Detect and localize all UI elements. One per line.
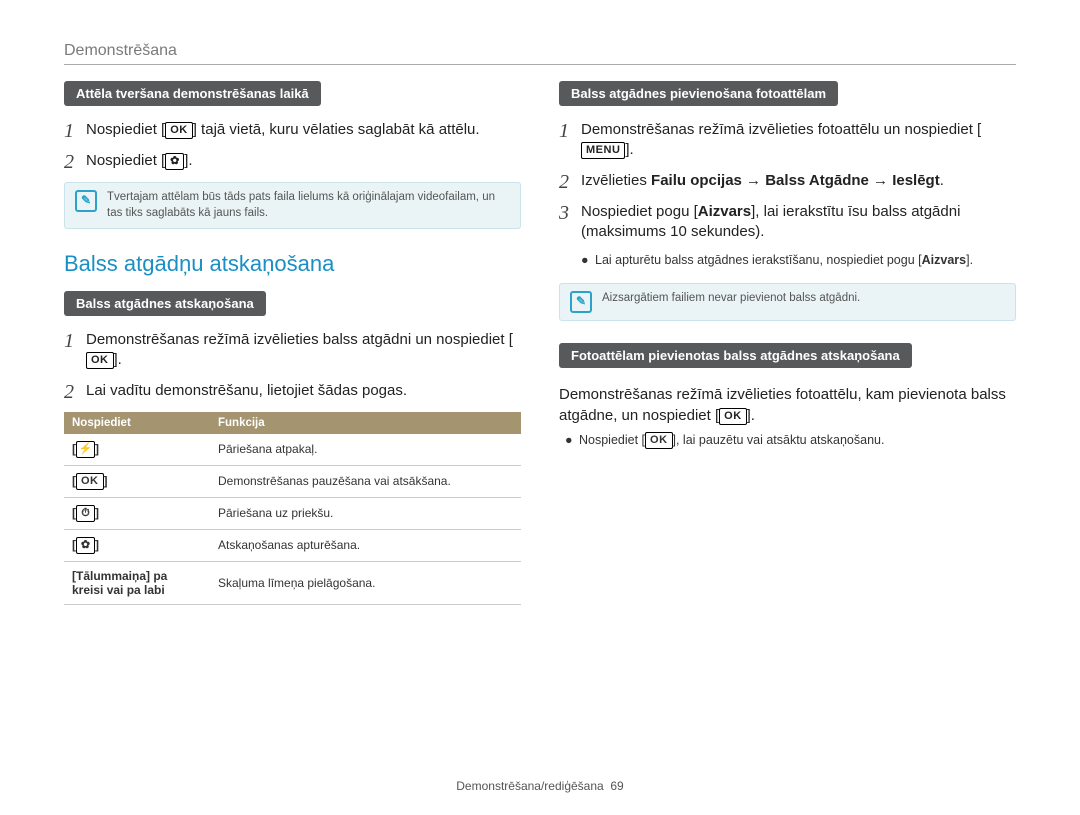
step-number: 1	[559, 120, 581, 161]
flower-icon: ✿	[165, 153, 184, 170]
step-r3: 3 Nospiediet pogu [Aizvars], lai ierakst…	[559, 202, 1016, 243]
step-2b: 2 Lai vadītu demonstrēšanu, lietojiet šā…	[64, 381, 521, 402]
tab-play-attached-memo: Fotoattēlam pievienotas balss atgādnes a…	[559, 343, 912, 368]
sub-text-bold: Aizvars	[922, 253, 966, 267]
step-number: 1	[64, 120, 86, 141]
menu-icon: MENU	[581, 142, 625, 159]
step-text: Demonstrēšanas režīmā izvēlieties balss …	[86, 331, 513, 348]
table-header: Nospiediet	[64, 412, 210, 434]
bracket: ]	[95, 506, 99, 520]
flash-icon: ⚡	[76, 441, 95, 458]
table-header: Funkcija	[210, 412, 521, 434]
table-cell: Skaļuma līmeņa pielāgošana.	[210, 561, 521, 604]
step-text: Demonstrēšanas režīmā izvēlieties fotoat…	[581, 121, 981, 138]
step-text: Lai vadītu demonstrēšanu, lietojiet šāda…	[86, 381, 521, 402]
note-icon: ✎	[570, 291, 592, 313]
step-number: 2	[64, 151, 86, 172]
tab-add-voice-memo: Balss atgādnes pievienošana fotoattēlam	[559, 81, 838, 106]
step-2a: 2 Nospiediet [✿].	[64, 151, 521, 172]
table-row: [✿] Atskaņošanas apturēšana.	[64, 529, 521, 561]
step-1a: 1 Nospiediet [OK] tajā vietā, kuru vēlat…	[64, 120, 521, 141]
tab-capture-image: Attēla tveršana demonstrēšanas laikā	[64, 81, 321, 106]
footer: Demonstrēšana/rediģēšana 69	[0, 779, 1080, 793]
step-text: ].	[184, 152, 192, 169]
step-text: Nospiediet [	[86, 152, 165, 169]
step-r1: 1 Demonstrēšanas režīmā izvēlieties foto…	[559, 120, 1016, 161]
right-column: Balss atgādnes pievienošana fotoattēlam …	[559, 81, 1016, 605]
table-row: [⚡] Pāriešana atpakaļ.	[64, 434, 521, 466]
sub-text: ], lai pauzētu vai atsāktu atskaņošanu.	[673, 433, 885, 447]
step-number: 2	[559, 171, 581, 192]
table-cell: Atskaņošanas apturēšana.	[210, 529, 521, 561]
footer-text: Demonstrēšana/rediģēšana	[456, 779, 603, 793]
page-number: 69	[610, 779, 623, 793]
sub-text: Lai apturētu balss atgādnes ierakstīšanu…	[595, 253, 922, 267]
tab-voice-playback: Balss atgādnes atskaņošana	[64, 291, 266, 316]
step-number: 3	[559, 202, 581, 243]
step-text: ].	[114, 351, 122, 368]
table-row: [Tālummaiņa] pa kreisi vai pa labi Skaļu…	[64, 561, 521, 604]
ok-icon: OK	[719, 408, 747, 425]
step-text-bold: Aizvars	[698, 203, 751, 220]
step-r2: 2 Izvēlieties Failu opcijas → Balss Atgā…	[559, 171, 1016, 192]
sub-bullet: ● Lai apturētu balss atgādnes ierakstīša…	[581, 252, 1016, 269]
table-cell: Pāriešana atpakaļ.	[210, 434, 521, 466]
table-cell: Demonstrēšanas pauzēšana vai atsākšana.	[210, 465, 521, 497]
ok-icon: OK	[165, 122, 193, 139]
table-row: [OK] Demonstrēšanas pauzēšana vai atsākš…	[64, 465, 521, 497]
table-cell: Pāriešana uz priekšu.	[210, 497, 521, 529]
bracket: ]	[95, 538, 99, 552]
note-box: ✎ Tvertajam attēlam būs tāds pats faila …	[64, 182, 521, 229]
section-title: Balss atgādņu atskaņošana	[64, 251, 521, 277]
step-text: ] tajā vietā, kuru vēlaties saglabāt kā …	[193, 121, 480, 138]
sub-bullet: ● Nospiediet [OK], lai pauzētu vai atsāk…	[565, 432, 1016, 449]
step-number: 2	[64, 381, 86, 402]
step-1b: 1 Demonstrēšanas režīmā izvēlieties bals…	[64, 330, 521, 371]
bracket: ]	[95, 442, 99, 456]
ok-icon: OK	[86, 352, 114, 369]
sub-text: ].	[966, 253, 973, 267]
step-number: 1	[64, 330, 86, 371]
step-text: .	[940, 172, 944, 189]
step-text: Nospiediet [	[86, 121, 165, 138]
note-box: ✎ Aizsargātiem failiem nevar pievienot b…	[559, 283, 1016, 321]
breadcrumb: Demonstrēšana	[64, 42, 1016, 65]
paragraph: Demonstrēšanas režīmā izvēlieties fotoat…	[559, 384, 1016, 426]
table-cell: [Tālummaiņa] pa kreisi vai pa labi	[64, 561, 210, 604]
timer-icon: ⏱	[76, 505, 95, 522]
step-text: Izvēlieties	[581, 172, 651, 189]
para-text: Demonstrēšanas režīmā izvēlieties fotoat…	[559, 386, 1006, 424]
bracket: ]	[104, 474, 108, 488]
note-text: Tvertajam attēlam būs tāds pats faila li…	[107, 190, 510, 221]
table-row: [⏱] Pāriešana uz priekšu.	[64, 497, 521, 529]
ok-icon: OK	[76, 473, 104, 490]
sub-text: Nospiediet [	[579, 433, 645, 447]
controls-table: Nospiediet Funkcija [⚡] Pāriešana atpaka…	[64, 412, 521, 605]
para-text: ].	[747, 407, 755, 424]
step-text-bold: Failu opcijas → Balss Atgādne → Ieslēgt	[651, 172, 940, 189]
ok-icon: OK	[645, 432, 673, 449]
note-icon: ✎	[75, 190, 97, 212]
note-text: Aizsargātiem failiem nevar pievienot bal…	[602, 291, 860, 307]
left-column: Attēla tveršana demonstrēšanas laikā 1 N…	[64, 81, 521, 605]
step-text: Nospiediet pogu [	[581, 203, 698, 220]
flower-icon: ✿	[76, 537, 95, 554]
step-text: ].	[625, 141, 633, 158]
